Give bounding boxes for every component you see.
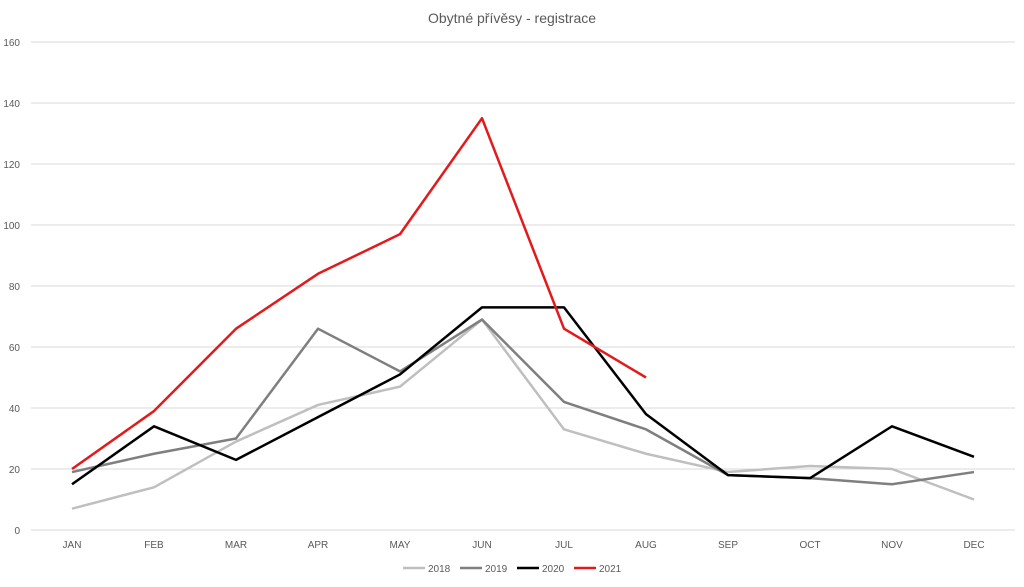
x-tick-label: JUN xyxy=(472,540,491,551)
legend-label-2019: 2019 xyxy=(485,564,508,575)
y-tick-label: 120 xyxy=(3,160,20,171)
y-tick-label: 60 xyxy=(9,343,21,354)
x-tick-label: APR xyxy=(308,540,329,551)
y-tick-label: 160 xyxy=(3,38,20,49)
x-tick-label: SEP xyxy=(718,540,738,551)
x-tick-label: NOV xyxy=(881,540,903,551)
y-tick-label: 0 xyxy=(14,526,20,537)
x-tick-label: MAR xyxy=(225,540,247,551)
y-tick-label: 20 xyxy=(9,465,21,476)
x-tick-label: OCT xyxy=(799,540,820,551)
series-line-2020 xyxy=(71,306,975,486)
series-line-2018 xyxy=(71,318,975,510)
y-tick-label: 140 xyxy=(3,99,20,110)
y-tick-label: 100 xyxy=(3,221,20,232)
legend-label-2021: 2021 xyxy=(599,564,622,575)
y-tick-label: 40 xyxy=(9,404,21,415)
legend-label-2018: 2018 xyxy=(428,564,451,575)
series-line-2021 xyxy=(71,117,647,471)
y-tick-label: 80 xyxy=(9,282,21,293)
legend-label-2020: 2020 xyxy=(542,564,565,575)
x-tick-label: JUL xyxy=(555,540,573,551)
x-tick-label: JAN xyxy=(63,540,82,551)
x-tick-label: MAY xyxy=(390,540,411,551)
x-tick-label: AUG xyxy=(635,540,657,551)
chart-title: Obytné přívěsy - registrace xyxy=(428,10,596,26)
x-tick-label: FEB xyxy=(144,540,164,551)
x-tick-label: DEC xyxy=(963,540,984,551)
series-line-2019 xyxy=(71,318,975,486)
